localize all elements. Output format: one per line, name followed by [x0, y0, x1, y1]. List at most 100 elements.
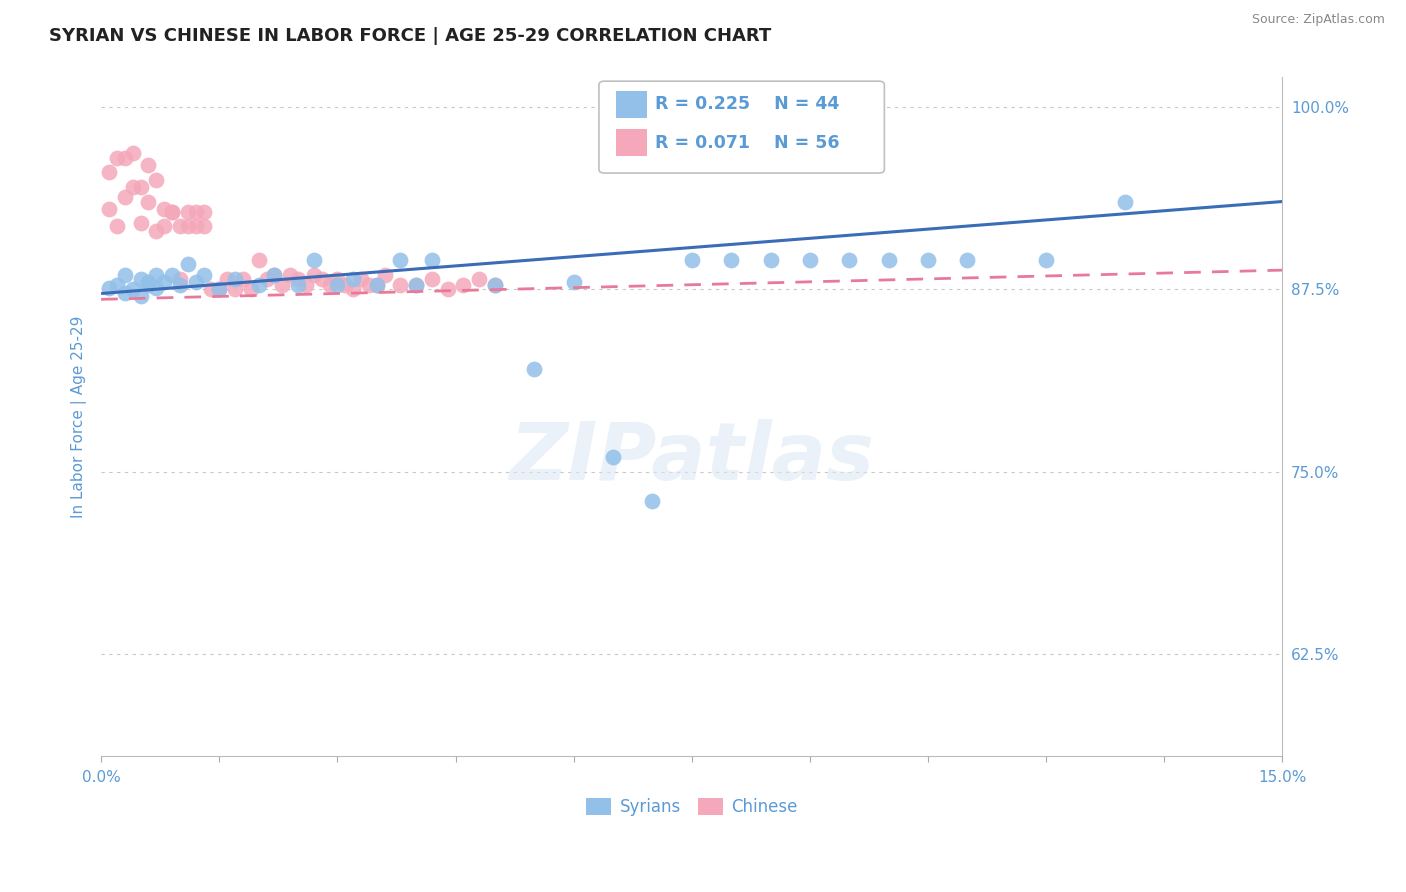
- Text: R = 0.071    N = 56: R = 0.071 N = 56: [655, 134, 839, 152]
- Point: [208, 282, 231, 296]
- Point: [799, 252, 821, 267]
- Point: [1114, 194, 1136, 209]
- Point: [681, 252, 703, 267]
- Text: SYRIAN VS CHINESE IN LABOR FORCE | AGE 25-29 CORRELATION CHART: SYRIAN VS CHINESE IN LABOR FORCE | AGE 2…: [49, 27, 772, 45]
- Point: [217, 272, 239, 286]
- Point: [239, 282, 262, 296]
- Point: [720, 252, 742, 267]
- Point: [374, 268, 396, 282]
- Point: [177, 219, 200, 234]
- Point: [357, 277, 380, 292]
- Point: [177, 257, 200, 271]
- Point: [105, 219, 128, 234]
- Point: [129, 216, 152, 230]
- Point: [326, 277, 349, 292]
- Point: [129, 272, 152, 286]
- Point: [271, 277, 294, 292]
- Point: [193, 268, 215, 282]
- Point: [295, 277, 318, 292]
- Point: [105, 277, 128, 292]
- Point: [121, 146, 143, 161]
- Point: [224, 282, 246, 296]
- Point: [342, 282, 364, 296]
- Point: [389, 252, 412, 267]
- Point: [193, 204, 215, 219]
- Point: [193, 219, 215, 234]
- Point: [420, 252, 443, 267]
- Point: [98, 165, 121, 179]
- Point: [641, 493, 664, 508]
- Point: [114, 286, 136, 301]
- Point: [138, 158, 160, 172]
- Point: [114, 190, 136, 204]
- Point: [405, 277, 427, 292]
- Point: [256, 272, 278, 286]
- Point: [917, 252, 939, 267]
- Point: [129, 180, 152, 194]
- Point: [169, 277, 191, 292]
- Point: [121, 180, 143, 194]
- Point: [335, 277, 357, 292]
- Point: [224, 272, 246, 286]
- Point: [562, 275, 585, 289]
- Point: [138, 277, 160, 292]
- Point: [200, 282, 222, 296]
- Point: [287, 272, 309, 286]
- Point: [184, 275, 207, 289]
- Point: [247, 252, 270, 267]
- Point: [342, 272, 364, 286]
- Point: [759, 252, 782, 267]
- Point: [145, 224, 167, 238]
- Point: [263, 268, 285, 282]
- Point: [145, 172, 167, 186]
- Point: [145, 280, 167, 294]
- Point: [184, 204, 207, 219]
- Legend: Syrians, Chinese: Syrians, Chinese: [579, 791, 804, 822]
- Point: [366, 277, 388, 292]
- Point: [278, 268, 301, 282]
- Point: [153, 275, 176, 289]
- Text: Source: ZipAtlas.com: Source: ZipAtlas.com: [1251, 13, 1385, 27]
- Point: [129, 289, 152, 303]
- Point: [105, 151, 128, 165]
- Point: [160, 268, 183, 282]
- Point: [311, 272, 333, 286]
- Point: [877, 252, 900, 267]
- Y-axis label: In Labor Force | Age 25-29: In Labor Force | Age 25-29: [72, 316, 87, 518]
- Point: [366, 277, 388, 292]
- Point: [468, 272, 491, 286]
- Point: [453, 277, 475, 292]
- Point: [484, 277, 506, 292]
- Point: [1035, 252, 1057, 267]
- Point: [484, 277, 506, 292]
- Point: [114, 151, 136, 165]
- Point: [160, 204, 183, 219]
- Point: [956, 252, 979, 267]
- Point: [169, 272, 191, 286]
- Point: [405, 277, 427, 292]
- Point: [138, 275, 160, 289]
- Point: [602, 450, 624, 464]
- Point: [153, 219, 176, 234]
- Point: [98, 202, 121, 216]
- Point: [153, 202, 176, 216]
- Point: [263, 268, 285, 282]
- Point: [523, 362, 546, 376]
- Point: [184, 219, 207, 234]
- Point: [318, 277, 340, 292]
- Point: [138, 194, 160, 209]
- Point: [114, 268, 136, 282]
- Text: R = 0.225    N = 44: R = 0.225 N = 44: [655, 95, 839, 113]
- Point: [247, 277, 270, 292]
- Point: [208, 282, 231, 296]
- Point: [350, 272, 373, 286]
- Point: [169, 219, 191, 234]
- Point: [287, 277, 309, 292]
- Point: [389, 277, 412, 292]
- Point: [420, 272, 443, 286]
- Point: [98, 280, 121, 294]
- Point: [145, 268, 167, 282]
- Point: [232, 272, 254, 286]
- Point: [302, 252, 325, 267]
- Point: [436, 282, 458, 296]
